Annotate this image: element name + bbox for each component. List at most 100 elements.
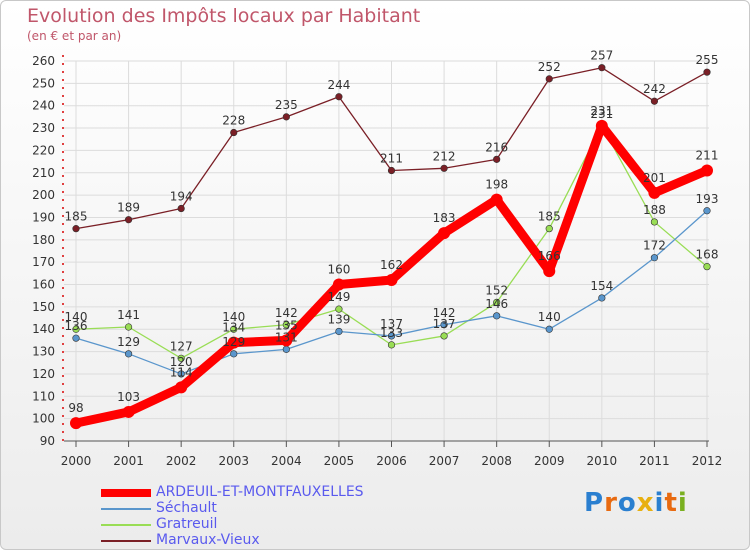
chart-title: Evolution des Impôts locaux par Habitant bbox=[27, 5, 421, 27]
data-label: 185 bbox=[538, 210, 561, 224]
data-point bbox=[545, 225, 553, 233]
data-point bbox=[493, 298, 501, 307]
y-tick-label: 140 bbox=[32, 322, 55, 336]
data-label: 212 bbox=[433, 149, 456, 163]
data-label: 136 bbox=[65, 319, 88, 333]
x-tick-label: 2005 bbox=[324, 454, 355, 468]
series-lines bbox=[70, 64, 713, 430]
data-point bbox=[387, 332, 396, 340]
data-point bbox=[493, 312, 501, 320]
data-point bbox=[332, 278, 345, 291]
logo-letter: t bbox=[664, 488, 678, 518]
data-point bbox=[650, 97, 659, 105]
data-label: 98 bbox=[68, 401, 83, 415]
data-point bbox=[72, 225, 80, 233]
data-point bbox=[387, 166, 396, 175]
data-point bbox=[438, 227, 451, 240]
data-point bbox=[227, 336, 240, 349]
data-point bbox=[177, 204, 185, 213]
legend-item: Séchault bbox=[101, 500, 401, 517]
y-tick-label: 180 bbox=[32, 233, 55, 247]
y-tick-label: 90 bbox=[40, 434, 55, 448]
data-point bbox=[545, 325, 553, 333]
logo-letter: i bbox=[654, 488, 665, 518]
data-label: 139 bbox=[327, 312, 350, 326]
data-label: 142 bbox=[275, 306, 298, 320]
data-label: 211 bbox=[696, 149, 719, 163]
data-point bbox=[335, 327, 343, 336]
data-point bbox=[124, 350, 133, 358]
data-point bbox=[72, 334, 80, 342]
y-tick-label: 120 bbox=[32, 367, 55, 381]
data-label: 137 bbox=[433, 317, 456, 331]
legend-swatch bbox=[101, 489, 151, 497]
data-point bbox=[122, 405, 135, 418]
data-label: 194 bbox=[170, 190, 193, 204]
data-label: 137 bbox=[380, 317, 403, 331]
data-label: 131 bbox=[275, 330, 298, 344]
data-point bbox=[124, 216, 133, 224]
data-label: 142 bbox=[433, 306, 456, 320]
legend-swatch bbox=[101, 508, 151, 510]
data-point bbox=[282, 345, 290, 353]
data-label: 201 bbox=[643, 171, 666, 185]
data-point bbox=[543, 265, 556, 278]
data-label: 168 bbox=[696, 248, 719, 262]
logo-letter: o bbox=[617, 488, 637, 518]
data-label: 135 bbox=[275, 318, 298, 332]
data-point bbox=[335, 93, 343, 101]
x-tick-label: 2009 bbox=[534, 454, 565, 468]
data-point bbox=[335, 305, 343, 313]
y-tick-label: 130 bbox=[32, 345, 55, 359]
data-label: 166 bbox=[538, 249, 561, 263]
x-tick-label: 2002 bbox=[166, 454, 197, 468]
data-point bbox=[70, 417, 82, 430]
data-point bbox=[280, 334, 293, 347]
data-point bbox=[490, 193, 503, 206]
legend-item: ARDEUIL-ET-MONTFAUXELLES bbox=[101, 484, 401, 501]
x-tick-label: 2008 bbox=[481, 454, 512, 468]
logo-letter: x bbox=[636, 488, 655, 518]
data-point bbox=[385, 274, 398, 287]
data-label: 183 bbox=[433, 211, 456, 225]
legend-swatch bbox=[101, 524, 151, 526]
data-label: 228 bbox=[222, 114, 245, 128]
data-label: 193 bbox=[696, 192, 719, 206]
data-label: 140 bbox=[65, 310, 88, 324]
legend-item: Marvaux-Vieux bbox=[101, 532, 401, 549]
data-point bbox=[650, 218, 659, 226]
x-tick-label: 2004 bbox=[271, 454, 302, 468]
y-tick-label: 160 bbox=[32, 278, 55, 292]
logo-letter: P bbox=[584, 488, 605, 518]
data-label: 185 bbox=[65, 210, 88, 224]
axes: 90 100 110 120 130 140 150 160 170 180 190 200 210 22… bbox=[32, 54, 722, 468]
legend-swatch bbox=[101, 540, 151, 542]
x-tick-label: 2003 bbox=[218, 454, 249, 468]
data-label: 244 bbox=[327, 78, 350, 92]
data-point bbox=[703, 263, 711, 271]
data-label: 172 bbox=[643, 239, 666, 253]
data-label: 231 bbox=[590, 104, 613, 118]
chart-subtitle: (en € et par an) bbox=[27, 29, 122, 43]
data-point bbox=[493, 155, 501, 163]
data-label: 149 bbox=[327, 290, 350, 304]
data-label: 257 bbox=[590, 49, 613, 63]
data-point bbox=[595, 119, 608, 132]
y-tick-label: 170 bbox=[32, 255, 55, 269]
data-label: 141 bbox=[117, 308, 140, 322]
data-label: 255 bbox=[696, 53, 719, 67]
x-tick-label: 2007 bbox=[429, 454, 460, 468]
y-tick-label: 100 bbox=[32, 412, 55, 426]
data-point bbox=[701, 164, 713, 177]
legend-label: Marvaux-Vieux bbox=[156, 532, 260, 548]
data-label: 129 bbox=[222, 335, 245, 349]
data-point bbox=[230, 128, 238, 137]
y-tick-label: 110 bbox=[32, 389, 55, 403]
y-tick-label: 250 bbox=[32, 76, 55, 90]
data-label: 103 bbox=[117, 390, 140, 404]
y-tick-label: 230 bbox=[32, 121, 55, 135]
data-label: 189 bbox=[117, 201, 140, 215]
data-label: 133 bbox=[380, 326, 403, 340]
data-label: 252 bbox=[538, 60, 561, 74]
data-point bbox=[230, 325, 238, 333]
